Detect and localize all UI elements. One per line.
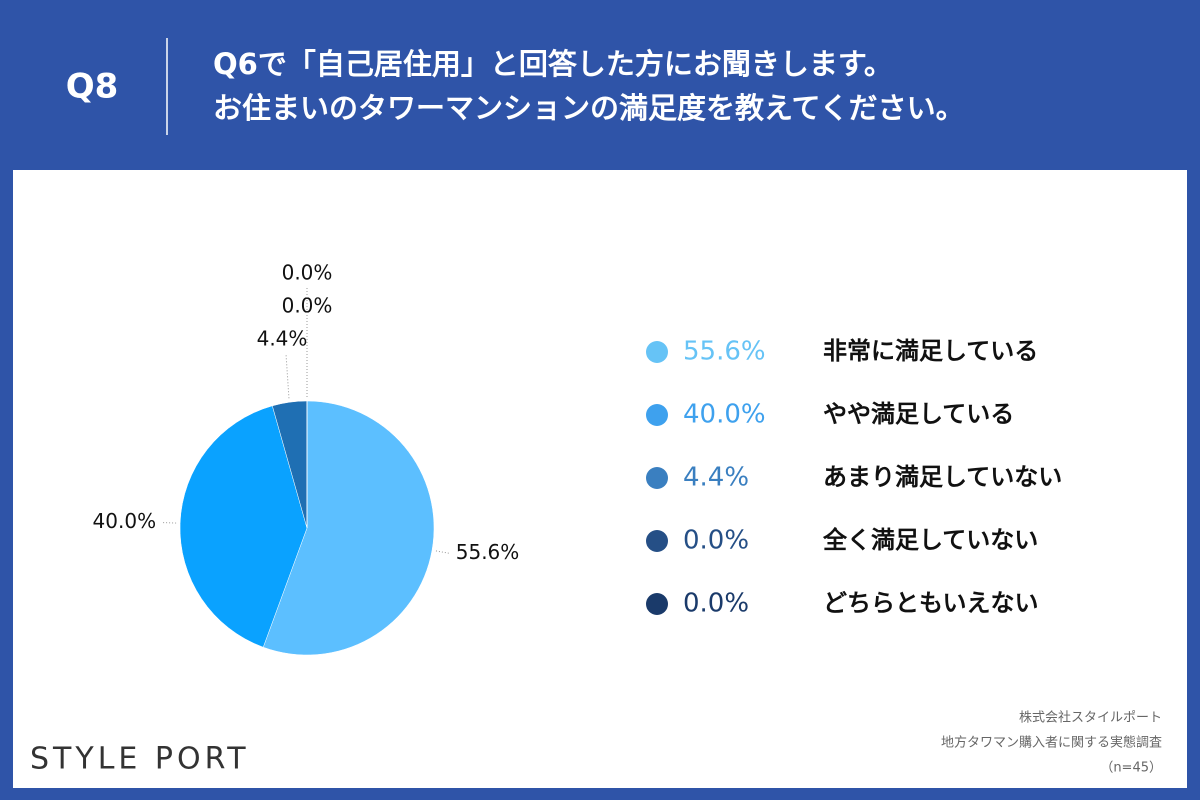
legend-label: どちらともいえない xyxy=(823,589,1039,617)
pie-slice xyxy=(262,400,435,656)
legend-value: 4.4% xyxy=(683,463,749,493)
source: 株式会社スタイルポート xyxy=(1019,710,1162,726)
legend-value: 0.0% xyxy=(683,589,749,619)
legend-label: 全く満足していない xyxy=(822,526,1038,554)
legend-label: 非常に満足している xyxy=(823,337,1038,365)
legend-value: 0.0% xyxy=(683,526,749,556)
legend-value: 55.6% xyxy=(683,337,766,367)
legend-dot xyxy=(646,593,668,615)
leader-line xyxy=(435,550,450,554)
legend-value: 40.0% xyxy=(683,400,766,430)
legend-dot xyxy=(646,341,668,363)
question-label: Q8 xyxy=(66,67,119,107)
question-line: お住まいのタワーマンションの満足度を教えてください。 xyxy=(213,91,965,125)
logo: STYLE PORT xyxy=(30,742,250,777)
legend-dot xyxy=(646,404,668,426)
pie-label: 4.4% xyxy=(257,327,308,351)
pie-slice xyxy=(179,405,308,648)
legend-dot xyxy=(646,530,668,552)
pie-label: 55.6% xyxy=(456,540,520,564)
question-line: Q6で「自己居住用」と回答した方にお聞きします。 xyxy=(213,47,893,81)
pie-label: 40.0% xyxy=(93,509,157,533)
legend-label: あまり満足していない xyxy=(823,463,1062,491)
leader-line xyxy=(162,522,177,524)
source: （n=45） xyxy=(1100,761,1162,776)
legend-label: やや満足している xyxy=(823,400,1014,428)
leader-line xyxy=(285,353,290,399)
source: 地方タワマン購入者に関する実態調査 xyxy=(941,735,1162,751)
legend-dot xyxy=(646,467,668,489)
pie-label: 0.0% xyxy=(282,261,333,285)
